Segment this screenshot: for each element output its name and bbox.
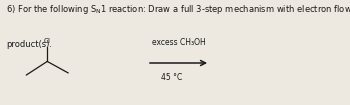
Text: product(s).: product(s). — [6, 40, 52, 49]
Text: 45 °C: 45 °C — [161, 73, 182, 82]
Text: Cl: Cl — [44, 38, 51, 44]
Text: excess CH₃OH: excess CH₃OH — [152, 38, 205, 47]
Text: 6) For the following $\mathregular{S_N}$1 reaction: Draw a full 3-step mechanism: 6) For the following $\mathregular{S_N}$… — [6, 3, 350, 16]
